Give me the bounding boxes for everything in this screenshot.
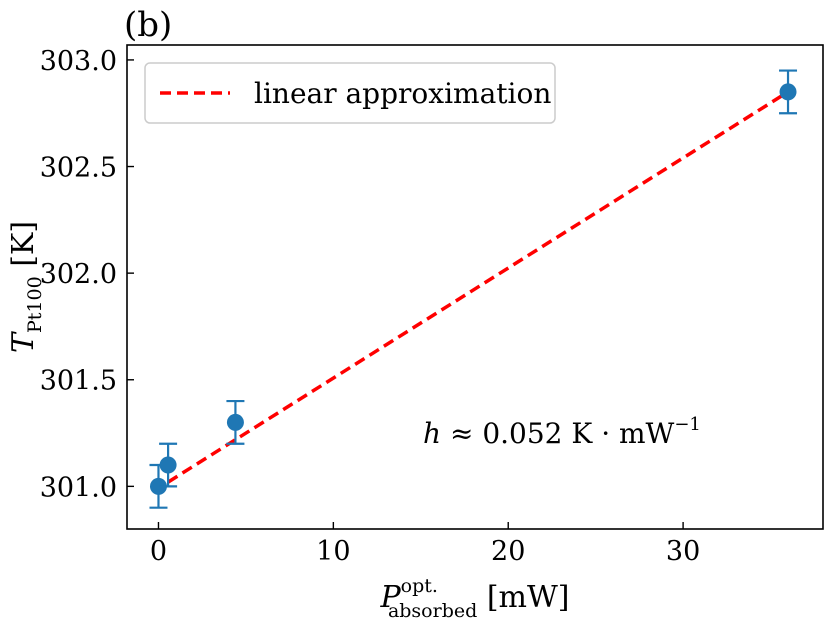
slope-annotation: h ≈ 0.052 K · mW−1: [423, 414, 701, 450]
axis-tick-labels: 0 10 20 30 301.0 301.5 302.0 302.5 303.0: [40, 46, 701, 567]
y-tick-label: 303.0: [40, 46, 117, 77]
x-tick-label: 10: [316, 536, 350, 567]
x-label-unit: [mW]: [477, 580, 569, 615]
legend-label: linear approximation: [254, 77, 551, 110]
legend: linear approximation: [144, 62, 556, 124]
data-point: [779, 69, 798, 115]
data-points: [149, 69, 798, 509]
x-label-subscript: absorbed: [388, 600, 477, 622]
linear-approximation-line: [167, 90, 789, 484]
y-axis-label: TPt100 [K]: [6, 221, 46, 353]
data-point: [149, 463, 168, 509]
x-label-superscript: opt.: [401, 575, 438, 597]
point-marker: [779, 83, 797, 101]
y-label-symbol: T: [6, 331, 41, 353]
annotation-value: 0.052: [482, 417, 562, 450]
panel-label: (b): [124, 5, 172, 45]
point-marker: [149, 477, 167, 495]
data-point: [159, 442, 178, 488]
x-tick-label: 0: [150, 536, 167, 567]
annotation-exponent: −1: [674, 414, 701, 435]
x-label-symbol: P: [379, 580, 401, 615]
axis-ticks: [127, 59, 684, 529]
x-tick-label: 20: [491, 536, 525, 567]
y-label-subscript: Pt100: [24, 276, 46, 333]
x-tick-label: 30: [666, 536, 700, 567]
x-axis-label: Popt. absorbed [mW]: [379, 575, 569, 622]
y-tick-label: 302.0: [40, 259, 117, 290]
annotation-symbol: h: [423, 417, 441, 450]
y-label-unit: [K]: [6, 221, 41, 276]
y-tick-label: 301.0: [40, 472, 117, 503]
data-point: [226, 399, 245, 445]
y-tick-label: 301.5: [40, 366, 117, 397]
point-marker: [226, 413, 244, 431]
point-marker: [159, 456, 177, 474]
legend-box: [144, 62, 556, 124]
y-tick-label: 302.5: [40, 153, 117, 184]
annotation-unit: K · mW: [562, 417, 674, 450]
annotation-approx: ≈: [441, 417, 482, 450]
